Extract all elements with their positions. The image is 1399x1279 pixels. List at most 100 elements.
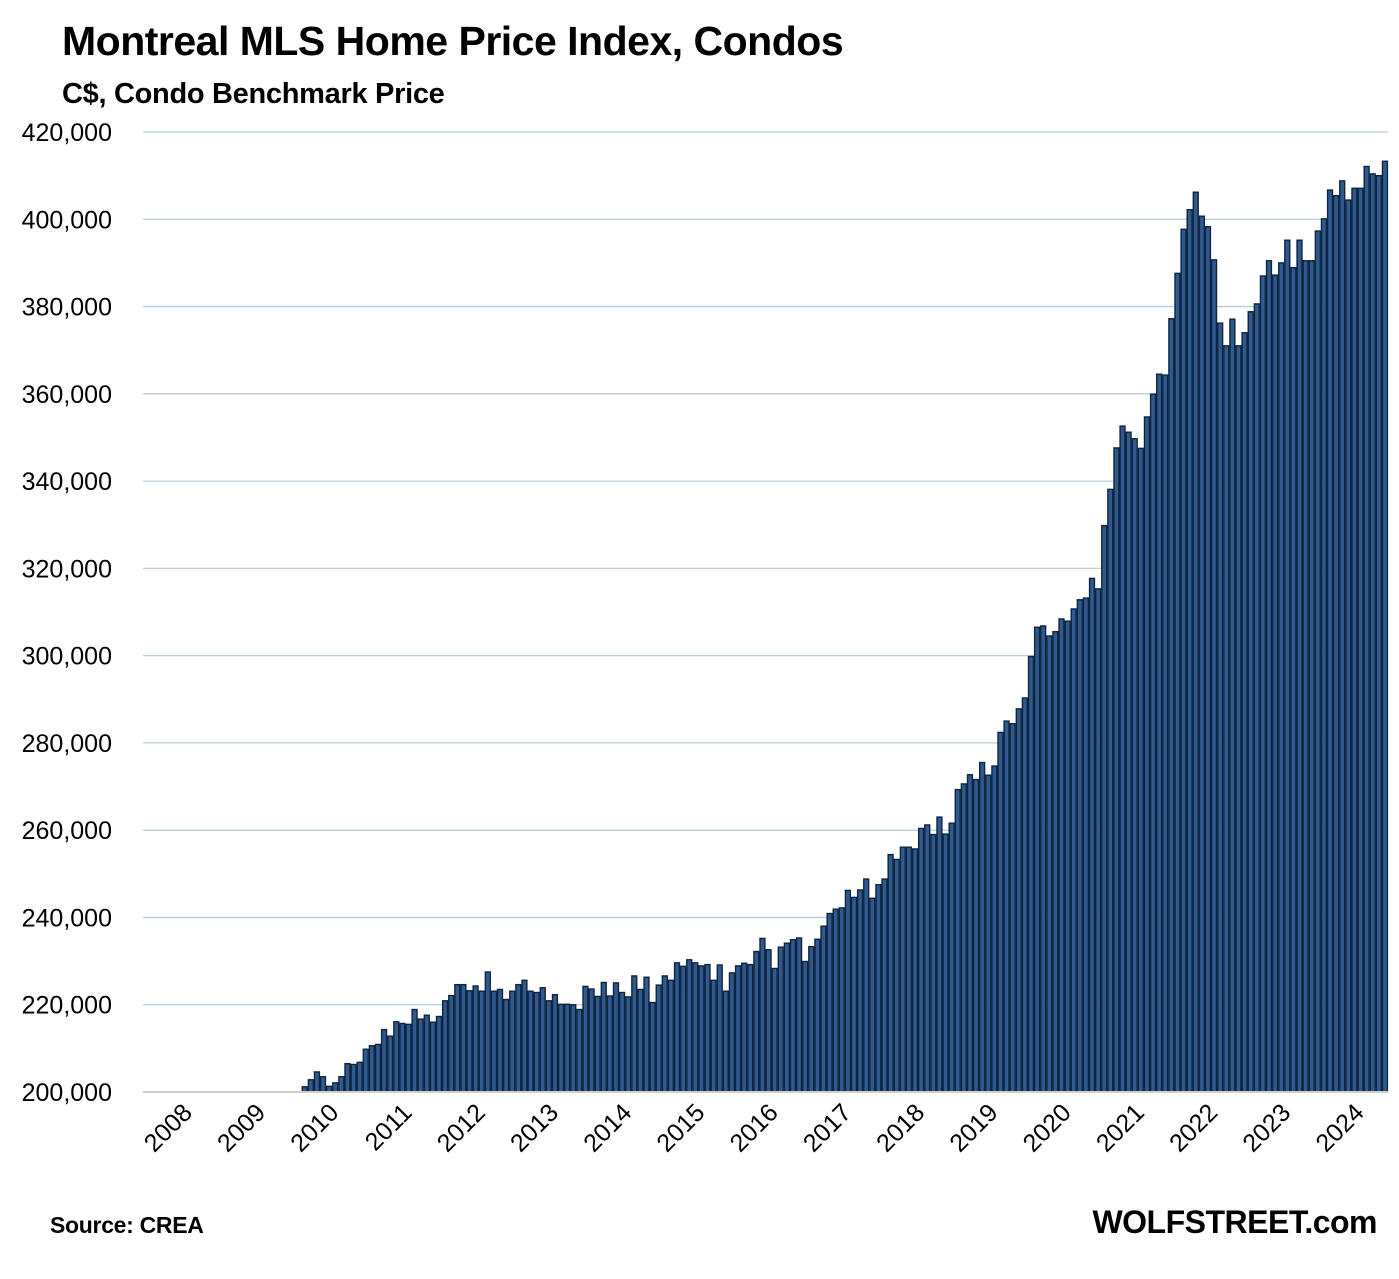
bar xyxy=(1278,262,1285,1093)
bar xyxy=(826,912,833,1093)
source-note: Source: CREA xyxy=(50,1212,204,1238)
bar xyxy=(844,889,852,1093)
bar xyxy=(637,988,644,1093)
bar xyxy=(1131,438,1138,1093)
bar xyxy=(576,1008,583,1093)
bar xyxy=(405,1023,412,1093)
bar xyxy=(374,1043,382,1093)
bar xyxy=(1198,215,1206,1093)
bar xyxy=(380,1028,388,1093)
x-tick-label: 2022 xyxy=(1164,1098,1223,1157)
bar xyxy=(649,1001,656,1093)
bar xyxy=(795,937,803,1093)
bar xyxy=(344,1062,351,1093)
bar xyxy=(930,833,937,1093)
bar xyxy=(771,967,778,1093)
bar xyxy=(1369,173,1376,1093)
bar xyxy=(1021,697,1029,1093)
bar xyxy=(319,1076,327,1093)
x-tick-label: 2018 xyxy=(871,1098,930,1157)
bar xyxy=(692,962,699,1093)
watermark: WOLFSTREET.com xyxy=(1092,1204,1377,1240)
bar xyxy=(1351,187,1358,1093)
bar xyxy=(765,949,772,1093)
bar xyxy=(960,783,967,1093)
bar xyxy=(1058,618,1065,1093)
bar xyxy=(1308,260,1315,1093)
bar xyxy=(1033,626,1041,1093)
bar xyxy=(753,950,760,1093)
bar xyxy=(1357,187,1364,1093)
x-tick-label: 2017 xyxy=(798,1098,857,1157)
bar xyxy=(588,988,595,1093)
bar xyxy=(1137,447,1144,1093)
x-tick-label: 2009 xyxy=(212,1098,271,1157)
bar xyxy=(1284,239,1291,1093)
bar xyxy=(673,962,681,1093)
bar xyxy=(1113,447,1120,1093)
x-tick-label: 2019 xyxy=(944,1098,1003,1157)
bar xyxy=(979,761,986,1093)
bar xyxy=(1101,524,1108,1093)
bar xyxy=(856,889,864,1093)
bar xyxy=(1125,431,1132,1093)
bar xyxy=(1241,332,1248,1093)
bar xyxy=(332,1082,339,1093)
bar xyxy=(1064,620,1071,1093)
bar xyxy=(1326,189,1334,1093)
bar xyxy=(728,972,736,1093)
bar xyxy=(1259,275,1267,1093)
bar xyxy=(1180,228,1187,1093)
bar xyxy=(527,990,534,1093)
bar xyxy=(838,907,845,1093)
bar xyxy=(393,1021,400,1093)
bar xyxy=(1174,272,1181,1093)
bar xyxy=(875,884,882,1093)
x-tick-label: 2012 xyxy=(432,1098,491,1157)
bar xyxy=(1040,625,1047,1093)
chart-subtitle: C$, Condo Benchmark Price xyxy=(62,78,445,110)
bar xyxy=(1192,191,1199,1093)
bar xyxy=(936,816,943,1093)
bar xyxy=(423,1014,430,1093)
bar xyxy=(783,942,791,1093)
bar xyxy=(1162,374,1169,1093)
bar xyxy=(740,962,748,1093)
bar xyxy=(1302,260,1309,1093)
x-tick-label: 2015 xyxy=(651,1098,710,1157)
bar xyxy=(618,991,626,1093)
bar xyxy=(924,824,931,1093)
x-tick-label: 2011 xyxy=(360,1098,418,1156)
bar xyxy=(777,946,784,1093)
bar xyxy=(478,990,485,1093)
x-tick-label: 2013 xyxy=(505,1098,564,1157)
bar xyxy=(1052,630,1059,1093)
bar xyxy=(1290,267,1297,1093)
y-axis-tick-labels: 200,000 220,000 240,000 260,000 280,000 300,0… xyxy=(22,119,112,1107)
y-tick-label: 420,000 xyxy=(22,119,112,147)
bar xyxy=(460,983,467,1093)
bar xyxy=(307,1079,314,1093)
bar xyxy=(985,774,992,1093)
y-tick-label: 320,000 xyxy=(22,555,112,583)
bar xyxy=(954,788,961,1093)
bar xyxy=(1296,239,1303,1093)
bar xyxy=(521,979,528,1093)
bar xyxy=(1027,655,1035,1093)
bar xyxy=(698,965,705,1093)
bar xyxy=(869,897,876,1093)
bar xyxy=(1204,225,1212,1093)
bar xyxy=(643,976,650,1093)
bar xyxy=(570,1004,577,1093)
bar xyxy=(1149,393,1157,1093)
x-tick-label: 2016 xyxy=(725,1098,784,1157)
bar xyxy=(1345,199,1352,1093)
bar xyxy=(1168,318,1175,1093)
y-tick-label: 400,000 xyxy=(22,206,112,234)
bar xyxy=(917,827,925,1093)
x-tick-label: 2024 xyxy=(1310,1098,1369,1157)
bar xyxy=(716,964,723,1093)
bar xyxy=(399,1022,406,1093)
bar xyxy=(734,965,742,1093)
bar xyxy=(625,996,632,1093)
